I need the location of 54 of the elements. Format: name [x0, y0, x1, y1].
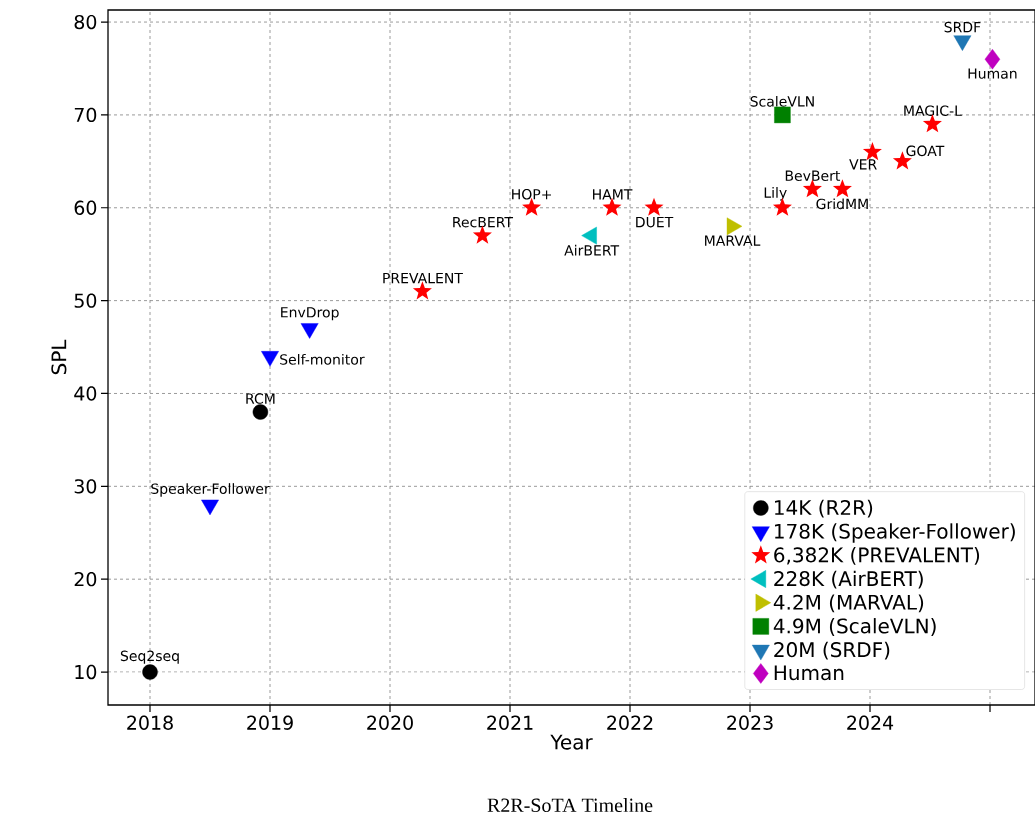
annotation: GOAT [906, 145, 945, 157]
y-tick-label: 70 [74, 107, 97, 123]
x-tick-label: 2019 [247, 715, 293, 730]
annotation: GridMM [816, 198, 868, 210]
point [644, 197, 664, 216]
point [862, 142, 882, 161]
annotation: Self-monitor [280, 353, 365, 365]
x-tick-label: 2023 [727, 715, 773, 730]
point [832, 179, 852, 198]
point [252, 404, 269, 420]
text: R2R-SoTA Timeline [487, 797, 653, 813]
annotation: Speaker-Follower [151, 483, 270, 497]
y-tick-label: 30 [74, 479, 97, 494]
y-tick-label: 50 [74, 293, 97, 308]
x-tick-label: 2024 [847, 715, 894, 730]
legend-label: 178K (Speaker-Follower) [775, 523, 1015, 543]
y-axis-title: SPL [51, 339, 67, 375]
y-tick-label: 10 [75, 664, 97, 680]
point [142, 664, 158, 680]
legend-label: Human [774, 665, 844, 681]
x-tick-label: 2022 [607, 715, 653, 730]
annotation: RecBERT [453, 217, 514, 228]
annotation: SRDF [944, 21, 981, 33]
annotation: VER [849, 159, 877, 170]
x-tick-label: 2021 [487, 715, 533, 730]
legend-label: 6,382K (PREVALENT) [774, 547, 980, 565]
annotation: EnvDrop [281, 307, 339, 321]
x-tick-label: 2018 [127, 715, 173, 730]
legend-label: 228K (AirBERT) [774, 570, 923, 589]
annotation: DUET [636, 216, 674, 228]
legend-label: 4.2M (MARVAL) [773, 594, 924, 613]
annotation: Lily [764, 187, 787, 201]
annotation: Seq2seq [120, 650, 179, 664]
point [774, 106, 791, 124]
x-axis-title: Year [550, 734, 593, 750]
y-tick-label: 80 [74, 14, 97, 30]
annotation: MARVAL [705, 235, 761, 246]
annotation: ScaleVLN [750, 95, 814, 107]
legend-label: 14K (R2R) [775, 499, 873, 518]
legend-label: 20M (SRDF) [774, 641, 890, 660]
annotation: MAGIC-L [904, 105, 962, 116]
annotation: HOP+ [512, 188, 551, 200]
y-tick-label: 20 [74, 572, 97, 587]
point [984, 49, 1001, 70]
annotation: AirBERT [564, 244, 620, 256]
annotation: PREVALENT [383, 272, 463, 284]
annotation: RCM [246, 393, 275, 404]
x-tick-label: 2020 [367, 715, 413, 730]
annotation: BevBert [785, 170, 841, 181]
annotation: HAMT [593, 189, 633, 200]
annotation: Human [968, 68, 1017, 79]
y-tick-label: 60 [74, 200, 97, 215]
legend-label: 4.9M (ScaleVLN) [773, 618, 936, 636]
y-tick-label: 40 [74, 386, 97, 401]
